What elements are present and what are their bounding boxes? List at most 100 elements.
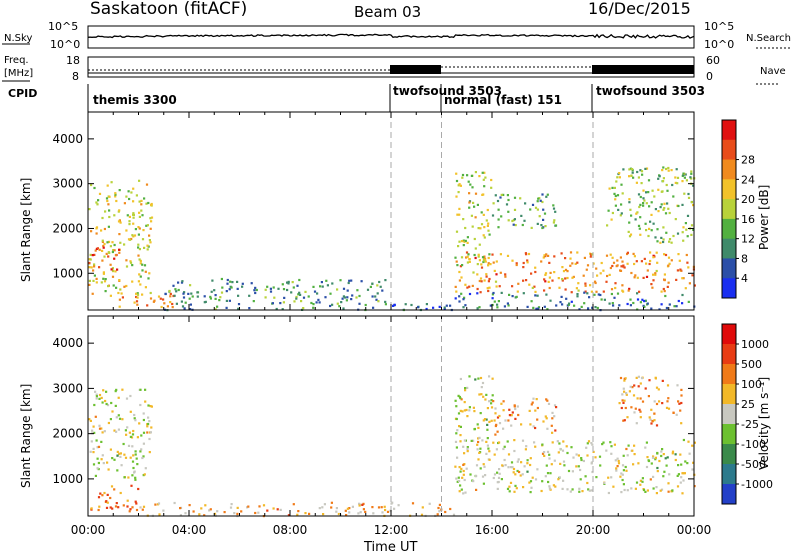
velocity-cell xyxy=(525,445,528,448)
power-cell xyxy=(645,229,648,232)
power-cell xyxy=(483,185,486,188)
velocity-cell xyxy=(96,457,99,460)
velocity-cell xyxy=(137,487,140,491)
velocity-cell xyxy=(123,476,126,479)
velocity-cell xyxy=(411,502,415,505)
noise-strip: N.Sky 10^5 10^0 10^5 10^0 N.Search xyxy=(2,20,791,51)
power-cell xyxy=(137,254,140,257)
velocity-cell xyxy=(139,403,142,407)
nave-tick-top: 60 xyxy=(706,54,720,67)
power-cell xyxy=(677,204,680,208)
velocity-cell xyxy=(562,479,565,482)
velocity-cell xyxy=(136,436,139,439)
colorbar-tick-label: 8 xyxy=(741,252,748,265)
power-cell xyxy=(229,280,232,283)
velocity-cell xyxy=(95,393,98,396)
velocity-cell xyxy=(491,394,494,397)
velocity-cell xyxy=(111,507,114,510)
velocity-cell xyxy=(507,419,510,422)
power-cell xyxy=(506,254,510,257)
power-cell xyxy=(685,228,688,231)
velocity-cell xyxy=(620,491,623,494)
power-cell xyxy=(393,303,396,306)
power-cell xyxy=(645,262,648,265)
power-cell xyxy=(573,304,576,307)
velocity-cell xyxy=(622,419,625,422)
power-cell xyxy=(462,239,465,242)
power-cell xyxy=(511,219,514,223)
velocity-cell xyxy=(115,430,118,433)
power-cell xyxy=(107,225,110,228)
power-cell xyxy=(214,308,217,311)
power-cell xyxy=(535,307,538,310)
power-cell xyxy=(537,306,541,309)
velocity-cell xyxy=(658,459,661,463)
power-cell xyxy=(143,197,146,200)
power-cell xyxy=(530,300,533,303)
velocity-cell xyxy=(646,456,649,459)
power-cell xyxy=(214,297,217,300)
velocity-cell xyxy=(678,402,681,405)
velocity-cell xyxy=(557,478,560,481)
velocity-cell xyxy=(148,420,151,423)
power-cell xyxy=(175,290,178,293)
velocity-cell xyxy=(257,511,260,514)
velocity-cell xyxy=(562,460,566,463)
power-cell xyxy=(648,227,651,230)
velocity-cell xyxy=(532,397,535,400)
power-cell xyxy=(662,226,665,229)
velocity-cell xyxy=(479,447,482,450)
power-cell xyxy=(497,208,500,211)
velocity-cell xyxy=(504,464,507,467)
velocity-cell xyxy=(550,463,553,466)
power-cell xyxy=(649,259,652,263)
power-cell xyxy=(312,306,315,309)
power-cell xyxy=(665,231,668,234)
power-cell xyxy=(95,277,98,280)
power-cell xyxy=(392,304,395,307)
velocity-cell xyxy=(516,405,519,408)
power-cell xyxy=(616,194,620,197)
power-cell xyxy=(534,266,537,269)
power-cell xyxy=(496,306,499,309)
power-cell xyxy=(340,301,343,304)
power-cell xyxy=(136,293,140,296)
velocity-cell xyxy=(496,430,499,433)
power-cell xyxy=(132,222,135,225)
velocity-cell xyxy=(490,399,493,402)
power-cell xyxy=(329,304,332,308)
power-cell xyxy=(670,169,673,172)
velocity-cell xyxy=(296,513,299,516)
power-cell xyxy=(342,307,345,310)
power-cell xyxy=(254,286,257,289)
power-cell xyxy=(502,193,505,196)
velocity-cell xyxy=(513,439,516,442)
date-title: 16/Dec/2015 xyxy=(588,0,691,18)
velocity-cell xyxy=(686,462,689,465)
velocity-cell xyxy=(142,412,145,415)
power-cell xyxy=(98,248,101,251)
power-cell xyxy=(264,288,267,291)
power-cell xyxy=(164,292,167,296)
power-cell xyxy=(649,220,652,223)
velocity-cell xyxy=(116,450,119,453)
velocity-cell xyxy=(477,437,480,440)
power-cell xyxy=(682,239,685,242)
power-cell xyxy=(639,301,642,304)
power-cell xyxy=(139,275,142,278)
velocity-cell xyxy=(677,473,680,476)
velocity-cell xyxy=(607,491,610,495)
velocity-cell xyxy=(652,455,655,458)
power-cell xyxy=(313,290,317,293)
velocity-cell xyxy=(494,407,497,410)
power-cell xyxy=(662,208,665,211)
velocity-cell xyxy=(292,503,295,506)
power-cell xyxy=(211,279,214,282)
power-cell xyxy=(654,236,657,239)
colorbar-tick-label: 500 xyxy=(741,358,762,371)
velocity-cell xyxy=(633,444,636,447)
power-cell xyxy=(522,292,525,295)
velocity-cell xyxy=(128,510,131,513)
power-cell xyxy=(464,226,467,230)
power-cell xyxy=(654,273,657,276)
